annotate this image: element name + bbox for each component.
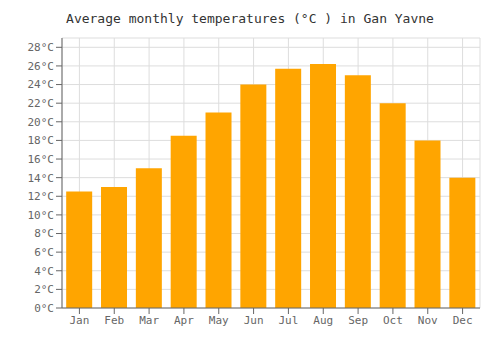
svg-text:14°C: 14°C — [28, 172, 55, 185]
svg-text:Feb: Feb — [104, 314, 124, 327]
svg-text:Jul: Jul — [278, 314, 298, 327]
html-text:Average monthly temperatures (: Average monthly temperatures (°C ) in Ga… — [66, 11, 434, 26]
svg-text:8°C: 8°C — [34, 227, 54, 240]
svg-text:May: May — [209, 314, 229, 327]
svg-text:Dec: Dec — [453, 314, 473, 327]
svg-text:Oct: Oct — [383, 314, 403, 327]
svg-text:10°C: 10°C — [28, 209, 55, 222]
svg-text:6°C: 6°C — [34, 246, 54, 259]
svg-text:Sep: Sep — [348, 314, 368, 327]
svg-text:22°C: 22°C — [28, 97, 55, 110]
svg-text:24°C: 24°C — [28, 78, 55, 91]
svg-text:20°C: 20°C — [28, 116, 55, 129]
svg-text:Jan: Jan — [69, 314, 89, 327]
svg-text:Nov: Nov — [418, 314, 438, 327]
svg-text:2°C: 2°C — [34, 283, 54, 296]
svg-text:12°C: 12°C — [28, 190, 55, 203]
svg-text:Aug: Aug — [313, 314, 333, 327]
svg-text:Apr: Apr — [174, 314, 194, 327]
svg-text:0°C: 0°C — [34, 302, 54, 315]
svg-text:Jun: Jun — [244, 314, 264, 327]
svg-text:4°C: 4°C — [34, 265, 54, 278]
svg-text:26°C: 26°C — [28, 60, 55, 73]
svg-text:Mar: Mar — [139, 314, 159, 327]
svg-text:18°C: 18°C — [28, 134, 55, 147]
svg-text:28°C: 28°C — [28, 41, 55, 54]
svg-text:16°C: 16°C — [28, 153, 55, 166]
